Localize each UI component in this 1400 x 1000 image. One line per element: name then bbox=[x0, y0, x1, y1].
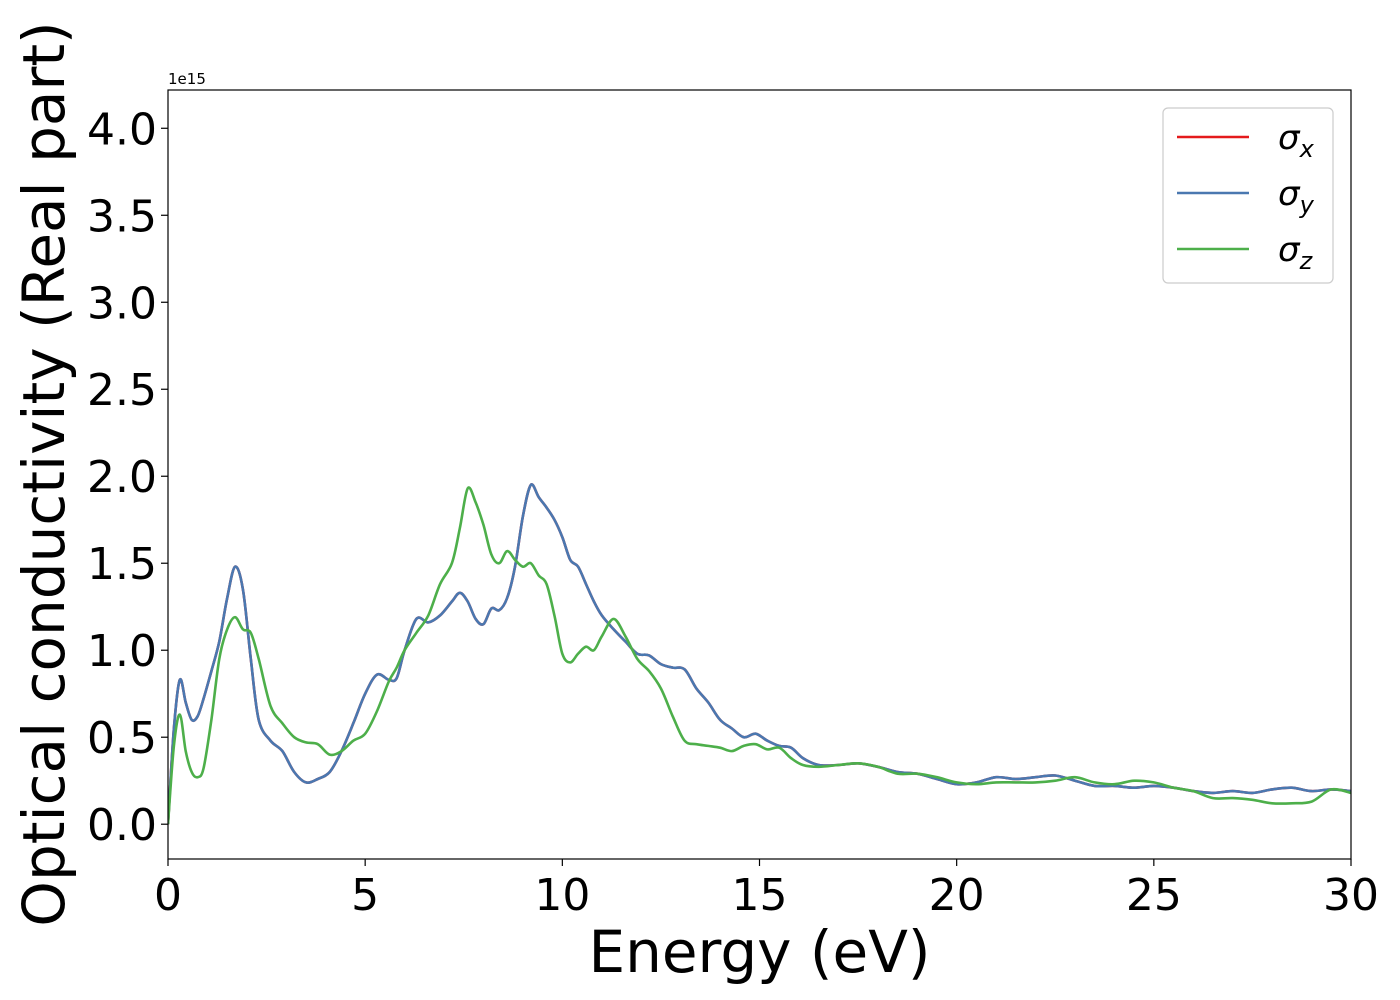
x-axis: 0 5 10 15 20 25 30 bbox=[154, 859, 1379, 921]
y-offset-label: 1e15 bbox=[168, 70, 206, 88]
y-axis: 0.0 0.5 1.0 1.5 2.0 2.5 3.0 3.5 4.0 bbox=[87, 104, 168, 851]
y-tick-label: 3.0 bbox=[87, 278, 157, 329]
x-tick-label: 20 bbox=[929, 870, 985, 921]
plot-area bbox=[167, 89, 1352, 860]
x-tick-label: 5 bbox=[351, 870, 379, 921]
series-line-y bbox=[168, 483, 1351, 825]
y-tick-label: 3.5 bbox=[87, 191, 157, 242]
y-tick-label: 1.0 bbox=[87, 626, 157, 677]
y-axis-title: Optical conductivity (Real part) bbox=[10, 21, 78, 926]
series-line-z bbox=[168, 486, 1351, 825]
x-tick-label: 15 bbox=[732, 870, 788, 921]
y-tick-label: 0.5 bbox=[87, 713, 157, 764]
legend-box bbox=[1162, 107, 1334, 284]
legend-label-y: σy bbox=[1278, 174, 1315, 219]
x-tick-label: 25 bbox=[1126, 870, 1182, 921]
x-tick-label: 0 bbox=[154, 870, 182, 921]
x-tick-label: 10 bbox=[534, 870, 590, 921]
legend: σx σy σz bbox=[1162, 107, 1334, 284]
y-tick-label: 2.0 bbox=[87, 452, 157, 503]
y-tick-label: 0.0 bbox=[87, 800, 157, 851]
legend-label-x: σx bbox=[1278, 118, 1315, 163]
series-layer bbox=[168, 483, 1351, 825]
y-tick-label: 1.5 bbox=[87, 539, 157, 590]
legend-label-z: σz bbox=[1278, 230, 1314, 275]
x-tick-label: 30 bbox=[1323, 870, 1379, 921]
y-tick-label: 2.5 bbox=[87, 365, 157, 416]
x-axis-title: Energy (eV) bbox=[588, 918, 930, 986]
y-tick-label: 4.0 bbox=[87, 104, 157, 155]
